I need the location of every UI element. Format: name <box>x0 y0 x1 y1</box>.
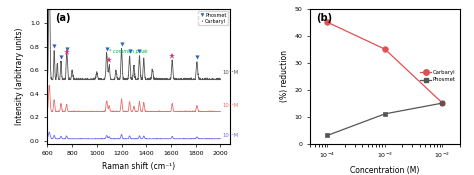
Legend: Phosmet, Carbaryl: Phosmet, Carbaryl <box>198 11 228 25</box>
Text: 10⁻⁴M: 10⁻⁴M <box>222 133 238 138</box>
Text: 10⁻²M: 10⁻²M <box>222 70 238 75</box>
Y-axis label: (%) reduction: (%) reduction <box>280 50 289 102</box>
X-axis label: Raman shift (cm⁻¹): Raman shift (cm⁻¹) <box>102 162 175 171</box>
Text: 10⁻³M: 10⁻³M <box>222 103 238 108</box>
Text: * common peak: * common peak <box>109 49 147 54</box>
Y-axis label: Intensity (arbitrary units): Intensity (arbitrary units) <box>15 27 24 125</box>
Legend: Carbaryl, Phosmet: Carbaryl, Phosmet <box>419 68 457 84</box>
Text: (b): (b) <box>316 13 332 23</box>
X-axis label: Concentration (M): Concentration (M) <box>350 166 419 175</box>
Text: (a): (a) <box>55 13 70 23</box>
